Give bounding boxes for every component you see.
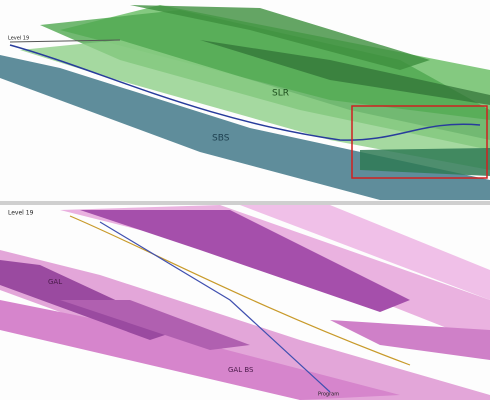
body-label: GAL BS	[228, 366, 254, 374]
pink-body	[330, 320, 490, 360]
green-body	[20, 40, 490, 170]
drill-trace	[9, 44, 481, 141]
purple-body	[80, 210, 410, 312]
body-label: SLR	[272, 89, 289, 99]
purple-body	[60, 300, 250, 350]
green-body	[360, 148, 490, 176]
panel-divider	[0, 201, 490, 205]
highlight-box	[351, 105, 488, 179]
pink-body	[0, 300, 400, 400]
bottom-panel: Level 19 GAL GAL BS Program	[0, 205, 490, 400]
drill-trace	[69, 215, 411, 366]
top-panel: Level 19 SLR SBS	[0, 5, 490, 200]
body-label: SBS	[212, 134, 230, 144]
green-body	[200, 40, 490, 105]
pink-body	[240, 205, 490, 300]
level-label: Level 19	[8, 36, 29, 42]
pink-body	[0, 250, 490, 400]
level-line	[9, 39, 121, 43]
green-body	[130, 5, 430, 70]
drill-trace	[99, 221, 331, 393]
body-label: GAL	[48, 278, 62, 286]
hole-label: Program	[318, 392, 339, 398]
green-body	[40, 10, 490, 150]
level-label: Level 19	[8, 210, 34, 217]
